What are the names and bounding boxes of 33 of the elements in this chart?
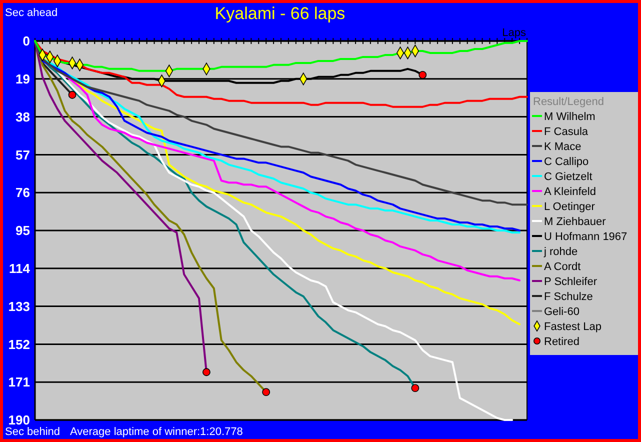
y-tick-label: 133 (8, 298, 30, 314)
legend-title: Result/Legend (533, 96, 604, 108)
legend-label: L Oetinger (544, 200, 596, 213)
legend-label: K Mace (544, 140, 582, 153)
legend-label: C Gietzelt (544, 170, 592, 183)
legend-label: Geli-60 (544, 306, 580, 318)
y-tick-label: 19 (16, 71, 30, 86)
legend-label: j rohde (543, 246, 578, 258)
chart-title: Kyalami - 66 laps (214, 4, 346, 23)
x-axis-title: Laps (502, 27, 526, 39)
y-tick-label: 76 (16, 185, 30, 200)
y-tick-label: 190 (8, 412, 30, 428)
legend-label: Retired (544, 336, 580, 348)
y-tick-label: 0 (22, 34, 30, 49)
y-tick-label: 95 (16, 223, 30, 238)
text: Average laptime of winner:1:20.778 (70, 426, 243, 438)
legend-label: A Kleinfeld (544, 186, 596, 198)
y-tick-label: 114 (9, 260, 31, 276)
y-tick-label: 57 (16, 147, 30, 162)
legend-label: F Casula (544, 126, 589, 138)
legend-label: A Cordt (544, 260, 581, 273)
legend-label: M Ziehbauer (544, 216, 606, 228)
y-tick-label: 152 (8, 336, 30, 352)
legend-label: P Schleifer (544, 276, 598, 288)
y-tick-label: 171 (8, 374, 30, 390)
legend-label: Fastest Lap (544, 320, 602, 333)
text: Sec behind (5, 426, 60, 438)
legend-label: U Hofmann 1967 (544, 230, 628, 243)
legend-label: M Wilhelm (544, 110, 596, 123)
legend-label: C Callipo (544, 156, 589, 168)
y-tick-label: 38 (16, 109, 30, 124)
y-axis-title: Sec ahead (5, 7, 58, 19)
legend-label: F Schulze (544, 290, 593, 303)
